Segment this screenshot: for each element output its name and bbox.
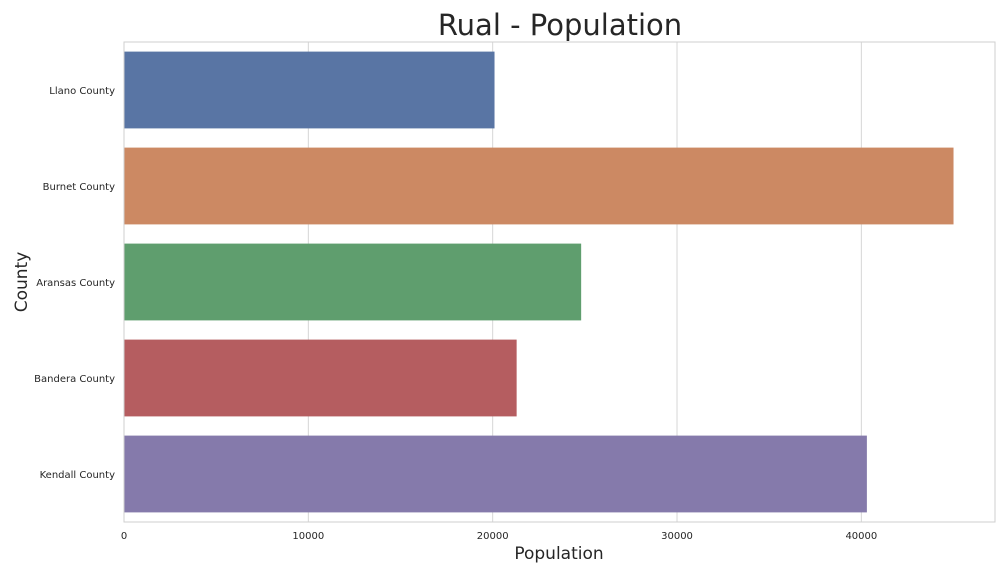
bar — [124, 243, 582, 321]
x-axis-label: Population — [514, 544, 603, 564]
bar — [124, 339, 517, 417]
chart-title: Rual - Population — [438, 8, 682, 42]
y-tick-labels: Llano County Burnet County Aransas County B… — [34, 86, 115, 481]
bar — [124, 51, 495, 129]
x-tick-label: 30000 — [661, 531, 693, 542]
x-tick-labels: 0 10000 20000 30000 40000 — [121, 531, 877, 542]
plot-frame — [123, 41, 996, 523]
y-tick-label: Aransas County — [36, 278, 115, 289]
y-tick-label: Bandera County — [34, 374, 115, 385]
x-tick-label: 10000 — [292, 531, 324, 542]
y-tick-label: Burnet County — [43, 182, 115, 193]
y-tick-label: Kendall County — [40, 470, 115, 481]
bar — [124, 147, 954, 225]
x-tick-label: 40000 — [845, 531, 877, 542]
x-tick-label: 0 — [121, 531, 127, 542]
y-axis-label: County — [12, 252, 32, 313]
y-tick-label: Llano County — [49, 86, 115, 97]
bars — [124, 51, 954, 513]
bar — [124, 435, 867, 513]
x-tick-label: 20000 — [477, 531, 509, 542]
